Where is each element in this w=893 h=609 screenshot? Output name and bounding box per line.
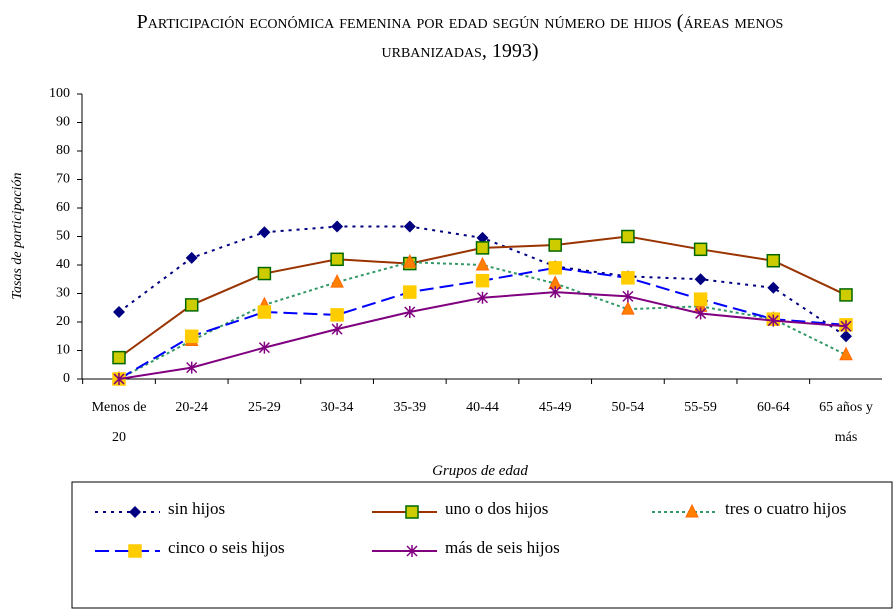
data-point: [840, 330, 852, 343]
data-point: [475, 256, 490, 271]
series-line: [118, 261, 847, 380]
data-point: [257, 266, 272, 281]
y-tick-label: 20: [56, 314, 70, 329]
data-point: [185, 251, 198, 264]
data-point: [621, 229, 635, 244]
data-point: [548, 238, 562, 252]
data-point: [476, 231, 489, 244]
x-tick-label: 65 años y más: [819, 400, 873, 445]
data-point: [622, 290, 634, 303]
data-point: [330, 273, 344, 288]
data-point: [621, 301, 635, 315]
data-point: [693, 242, 708, 257]
x-tick-label: 60-64: [756, 400, 790, 415]
data-point: [766, 253, 781, 268]
legend-marker: [406, 545, 418, 557]
x-axis-label: Grupos de edad: [432, 463, 528, 479]
legend-marker: [129, 506, 141, 518]
data-point: [404, 306, 416, 319]
data-point: [475, 273, 490, 288]
data-point: [184, 298, 199, 312]
data-point: [258, 226, 271, 239]
data-point: [331, 220, 344, 233]
x-tick-label: 25-29: [248, 400, 281, 415]
y-tick-label: 80: [56, 143, 70, 158]
data-point: [476, 291, 489, 304]
y-tick-label: 30: [56, 286, 70, 301]
data-point: [767, 314, 779, 327]
x-tick-label: 45-49: [538, 400, 572, 415]
data-point: [475, 241, 490, 255]
x-tick-label: 20-24: [175, 400, 209, 415]
legend-marker: [128, 544, 142, 558]
data-point: [621, 271, 635, 285]
y-tick-label: 70: [56, 172, 70, 187]
data-point: [331, 323, 343, 336]
legend-label: sin hijos: [168, 499, 226, 518]
data-point: [695, 307, 707, 320]
data-point: [403, 285, 417, 299]
legend-label: más de seis hijos: [445, 538, 560, 557]
x-tick-label: 35-39: [393, 400, 427, 415]
y-tick-label: 100: [49, 86, 70, 101]
y-tick-label: 0: [63, 371, 70, 386]
x-tick-label: 40-44: [466, 400, 499, 415]
data-point: [693, 292, 708, 306]
data-point: [113, 306, 125, 319]
data-point: [549, 286, 561, 299]
x-tick-label: Menos de 20: [91, 400, 147, 445]
data-point: [840, 320, 852, 333]
x-tick-label: 50-54: [611, 400, 645, 415]
y-tick-label: 50: [56, 229, 70, 244]
series-line: [118, 291, 847, 380]
data-point: [258, 341, 270, 354]
legend-marker: [405, 505, 419, 519]
data-point: [113, 373, 125, 385]
data-point: [330, 252, 344, 267]
data-point: [184, 329, 199, 343]
data-point: [112, 350, 126, 365]
legend-box: [71, 481, 893, 609]
legend-label: uno o dos hijos: [445, 499, 549, 518]
legend-marker: [685, 503, 699, 518]
y-axis-label: Tasas de participación: [10, 172, 25, 299]
x-tick-label: 30-34: [320, 400, 354, 415]
data-point: [839, 288, 853, 302]
legend-label: cinco o seis hijos: [168, 538, 285, 557]
y-tick-label: 60: [56, 200, 70, 215]
data-point: [767, 281, 780, 294]
x-tick-label: 55-59: [684, 400, 717, 415]
y-tick-label: 90: [56, 115, 70, 130]
chart-title: Participación económica femenina por eda…: [136, 11, 784, 62]
data-point: [403, 220, 416, 233]
data-point: [257, 305, 272, 319]
data-point: [694, 273, 707, 286]
data-point: [548, 261, 562, 275]
data-point: [186, 361, 198, 374]
data-point: [402, 254, 417, 268]
legend-label: tres o cuatro hijos: [725, 499, 847, 518]
data-point: [839, 346, 853, 361]
y-tick-label: 10: [56, 343, 70, 358]
y-tick-label: 40: [56, 257, 70, 272]
data-point: [330, 308, 344, 322]
